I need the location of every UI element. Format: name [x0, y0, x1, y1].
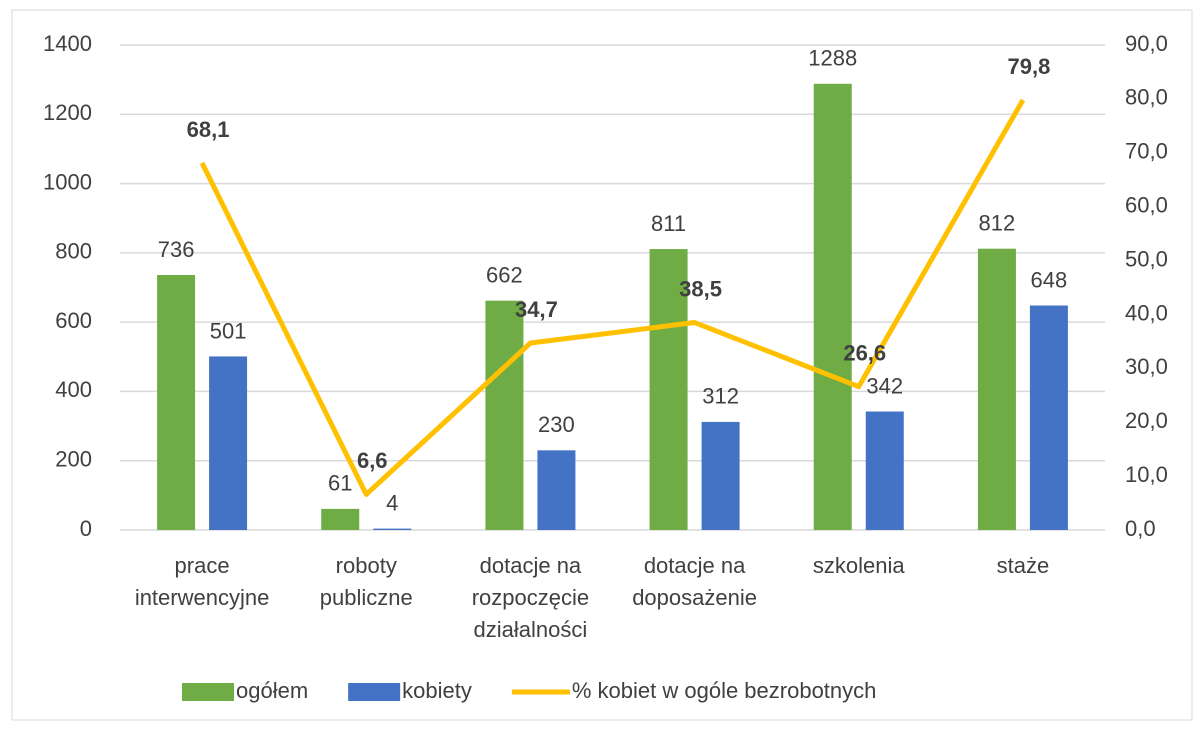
y-tick-label: 1400 — [43, 31, 92, 56]
legend-swatch — [182, 683, 234, 701]
y2-tick-label: 50,0 — [1125, 246, 1168, 271]
y-tick-label: 0 — [80, 516, 92, 541]
y-tick-label: 1200 — [43, 100, 92, 125]
y2-tick-label: 0,0 — [1125, 516, 1156, 541]
x-tick-label: staże — [997, 553, 1050, 578]
y2-tick-label: 60,0 — [1125, 192, 1168, 217]
x-tick-label: działalności — [474, 617, 588, 642]
x-tick-label: rozpoczęcie — [472, 585, 589, 610]
line — [199, 98, 1026, 497]
y2-tick-label: 10,0 — [1125, 462, 1168, 487]
line-value-label: 79,8 — [1008, 54, 1051, 79]
y2-tick-label: 20,0 — [1125, 408, 1168, 433]
x-tick-label: szkolenia — [813, 553, 905, 578]
bar — [865, 411, 904, 530]
y-tick-label: 1000 — [43, 169, 92, 194]
bar — [373, 528, 412, 530]
y2-tick-label: 30,0 — [1125, 354, 1168, 379]
y2-tick-label: 80,0 — [1125, 85, 1168, 110]
line-value-label: 34,7 — [515, 297, 558, 322]
bar — [701, 421, 740, 530]
bar — [157, 275, 196, 530]
bar-value-label: 501 — [210, 318, 247, 343]
bar — [1029, 305, 1068, 530]
bar-value-label: 4 — [386, 490, 398, 515]
bar-value-label: 230 — [538, 412, 575, 437]
y-tick-label: 200 — [55, 447, 92, 472]
bar — [649, 249, 688, 530]
x-tick-label: prace — [175, 553, 230, 578]
bar-value-label: 312 — [702, 384, 739, 409]
y2-tick-label: 90,0 — [1125, 31, 1168, 56]
bar — [977, 248, 1016, 530]
x-tick-label: publiczne — [320, 585, 413, 610]
x-tick-label: dotacje na — [644, 553, 746, 578]
line-value-label: 38,5 — [679, 276, 722, 301]
y-tick-label: 400 — [55, 377, 92, 402]
bar — [321, 508, 360, 530]
bar-value-label: 812 — [979, 211, 1016, 236]
y-tick-label: 800 — [55, 239, 92, 264]
legend-label: kobiety — [402, 678, 472, 703]
bar-value-label: 648 — [1031, 267, 1068, 292]
bar-value-label: 811 — [651, 211, 686, 236]
line-value-label: 6,6 — [357, 448, 388, 473]
legend-label: ogółem — [236, 678, 308, 703]
y2-tick-label: 70,0 — [1125, 139, 1168, 164]
bar-value-label: 662 — [486, 262, 523, 287]
x-tick-label: doposażenie — [632, 585, 757, 610]
x-tick-label: roboty — [336, 553, 397, 578]
legend-swatch — [348, 683, 401, 701]
bar — [537, 450, 576, 530]
x-tick-label: interwencyjne — [135, 585, 270, 610]
x-tick-label: dotacje na — [480, 553, 582, 578]
y2-tick-label: 40,0 — [1125, 300, 1168, 325]
bar-value-label: 736 — [158, 237, 195, 262]
legend-label: % kobiet w ogóle bezrobotnych — [572, 678, 877, 703]
line-value-label: 26,6 — [843, 340, 886, 365]
bar-value-label: 1288 — [808, 46, 857, 71]
bar — [485, 300, 524, 530]
bar-value-label: 61 — [328, 471, 352, 496]
bar — [813, 83, 852, 531]
bar-value-label: 342 — [866, 373, 903, 398]
bar — [209, 356, 248, 530]
y-tick-label: 600 — [55, 308, 92, 333]
chart-frame — [11, 9, 1193, 721]
line-value-label: 68,1 — [187, 117, 230, 142]
